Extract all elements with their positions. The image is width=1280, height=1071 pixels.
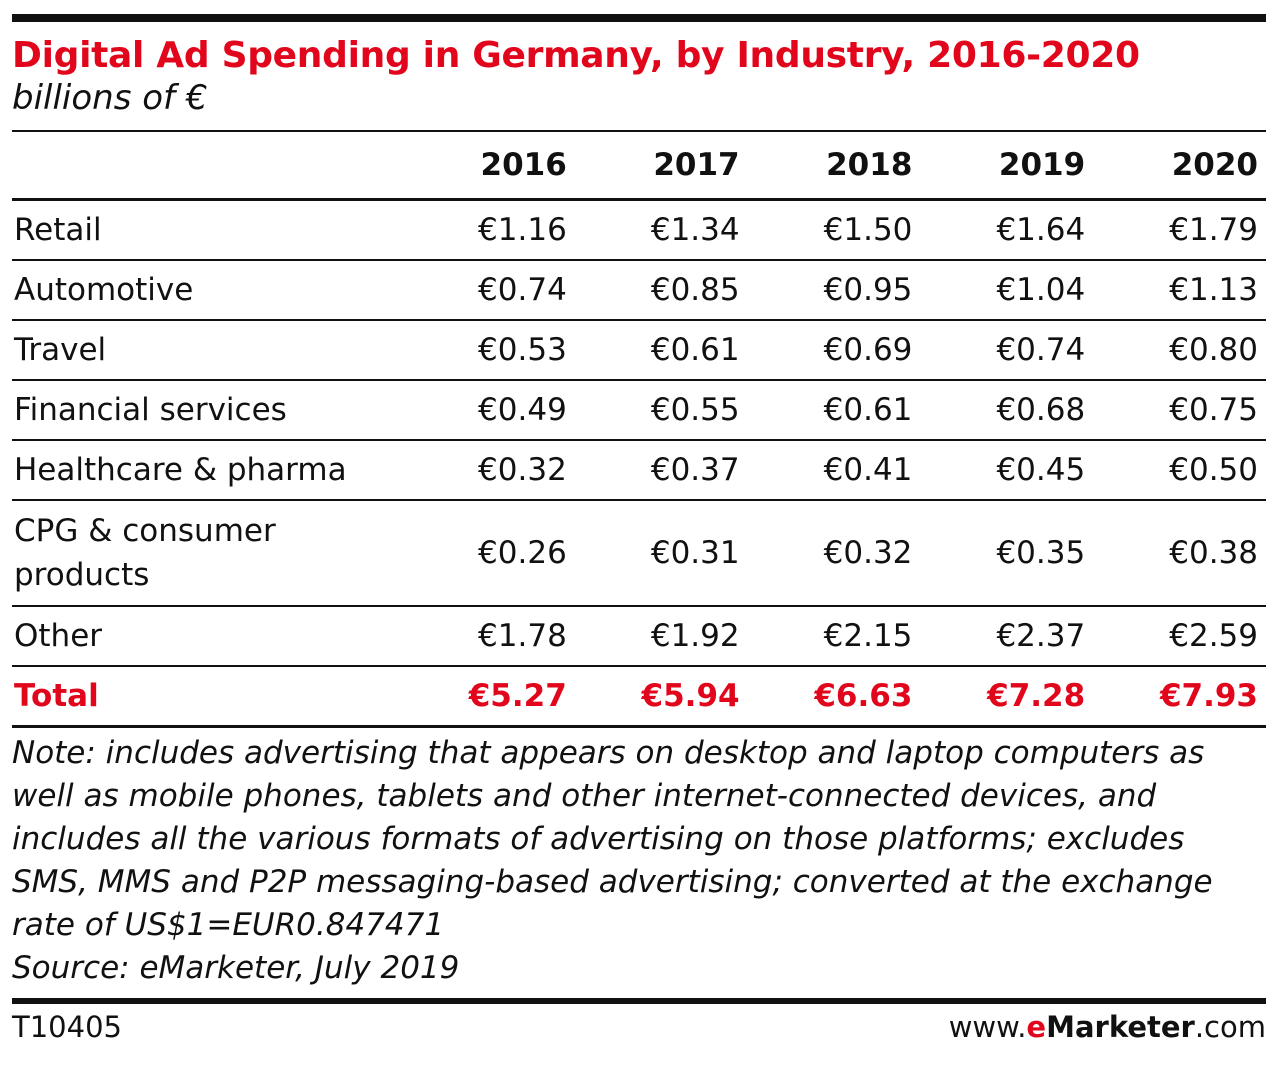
cell-value: €0.61 bbox=[747, 380, 921, 441]
cell-value: €1.50 bbox=[747, 199, 921, 261]
footer: T10405 www.eMarketer.com bbox=[12, 1010, 1266, 1044]
footnote-source: Source: eMarketer, July 2019 bbox=[12, 950, 460, 986]
cell-value: €0.37 bbox=[574, 440, 748, 501]
total-label: Total bbox=[12, 666, 402, 728]
row-label: Retail bbox=[12, 199, 402, 261]
total-value: €6.63 bbox=[747, 666, 921, 728]
total-value: €5.94 bbox=[574, 666, 748, 728]
table-row: Financial services €0.49 €0.55 €0.61 €0.… bbox=[12, 380, 1266, 441]
cell-value: €1.64 bbox=[920, 199, 1094, 261]
bottom-rule bbox=[12, 998, 1266, 1004]
cell-value: €0.31 bbox=[574, 500, 748, 607]
cell-value: €0.49 bbox=[402, 380, 575, 441]
total-value: €7.93 bbox=[1093, 666, 1266, 728]
cell-value: €0.69 bbox=[747, 320, 921, 381]
table-row: Travel €0.53 €0.61 €0.69 €0.74 €0.80 bbox=[12, 320, 1266, 381]
cell-value: €0.32 bbox=[747, 500, 921, 607]
row-label: Healthcare & pharma bbox=[12, 440, 402, 501]
cell-value: €1.34 bbox=[574, 199, 748, 261]
cell-value: €0.85 bbox=[574, 260, 748, 321]
table-row: Other €1.78 €1.92 €2.15 €2.37 €2.59 bbox=[12, 606, 1266, 667]
brand-suffix: .com bbox=[1194, 1010, 1266, 1044]
top-bar bbox=[12, 14, 1266, 22]
brand-prefix: www. bbox=[948, 1010, 1027, 1044]
brand-e: e bbox=[1026, 1010, 1047, 1044]
column-header-2016: 2016 bbox=[402, 132, 575, 201]
chart-subtitle: billions of € bbox=[12, 78, 208, 118]
table-row: Automotive €0.74 €0.85 €0.95 €1.04 €1.13 bbox=[12, 260, 1266, 321]
cell-value: €0.68 bbox=[920, 380, 1094, 441]
total-value: €7.28 bbox=[920, 666, 1094, 728]
cell-value: €0.45 bbox=[920, 440, 1094, 501]
cell-value: €0.35 bbox=[920, 500, 1094, 607]
table-row: Retail €1.16 €1.34 €1.50 €1.64 €1.79 bbox=[12, 199, 1266, 261]
cell-value: €0.55 bbox=[574, 380, 748, 441]
cell-value: €0.32 bbox=[402, 440, 575, 501]
brand-url: www.eMarketer.com bbox=[949, 1010, 1266, 1044]
corner-cell bbox=[12, 132, 402, 201]
total-row: Total €5.27 €5.94 €6.63 €7.28 €7.93 bbox=[12, 666, 1266, 728]
brand-name: Marketer bbox=[1046, 1010, 1195, 1044]
cell-value: €1.78 bbox=[402, 606, 575, 667]
cell-value: €0.80 bbox=[1093, 320, 1266, 381]
cell-value: €0.61 bbox=[574, 320, 748, 381]
cell-value: €0.75 bbox=[1093, 380, 1266, 441]
cell-value: €1.16 bbox=[402, 199, 575, 261]
cell-value: €0.53 bbox=[402, 320, 575, 381]
cell-value: €0.74 bbox=[402, 260, 575, 321]
cell-value: €2.59 bbox=[1093, 606, 1266, 667]
total-value: €5.27 bbox=[402, 666, 575, 728]
title-rule bbox=[12, 130, 1266, 132]
column-header-2020: 2020 bbox=[1093, 132, 1266, 201]
cell-value: €1.79 bbox=[1093, 199, 1266, 261]
chart-title: Digital Ad Spending in Germany, by Indus… bbox=[12, 35, 1140, 76]
row-label: Other bbox=[12, 606, 402, 667]
cell-value: €0.74 bbox=[920, 320, 1094, 381]
cell-value: €0.95 bbox=[747, 260, 921, 321]
chart-frame: Digital Ad Spending in Germany, by Indus… bbox=[12, 14, 1266, 1044]
cell-value: €0.38 bbox=[1093, 500, 1266, 607]
table-row: Healthcare & pharma €0.32 €0.37 €0.41 €0… bbox=[12, 440, 1266, 501]
column-header-2019: 2019 bbox=[920, 132, 1094, 201]
column-header-2018: 2018 bbox=[747, 132, 921, 201]
cell-value: €0.26 bbox=[402, 500, 575, 607]
row-label: Automotive bbox=[12, 260, 402, 321]
row-label: Financial services bbox=[12, 380, 402, 441]
data-table: 2016 2017 2018 2019 2020 Retail €1.16 €1… bbox=[12, 132, 1266, 728]
footnote-note: Note: includes advertising that appears … bbox=[12, 735, 1213, 943]
cell-value: €1.92 bbox=[574, 606, 748, 667]
cell-value: €0.50 bbox=[1093, 440, 1266, 501]
table-row: CPG & consumer products €0.26 €0.31 €0.3… bbox=[12, 500, 1266, 607]
row-label: Travel bbox=[12, 320, 402, 381]
column-header-2017: 2017 bbox=[574, 132, 748, 201]
cell-value: €2.37 bbox=[920, 606, 1094, 667]
chart-id: T10405 bbox=[12, 1010, 122, 1044]
cell-value: €1.13 bbox=[1093, 260, 1266, 321]
cell-value: €0.41 bbox=[747, 440, 921, 501]
cell-value: €1.04 bbox=[920, 260, 1094, 321]
cell-value: €2.15 bbox=[747, 606, 921, 667]
row-label: CPG & consumer products bbox=[12, 500, 402, 607]
header-row: 2016 2017 2018 2019 2020 bbox=[12, 132, 1266, 201]
